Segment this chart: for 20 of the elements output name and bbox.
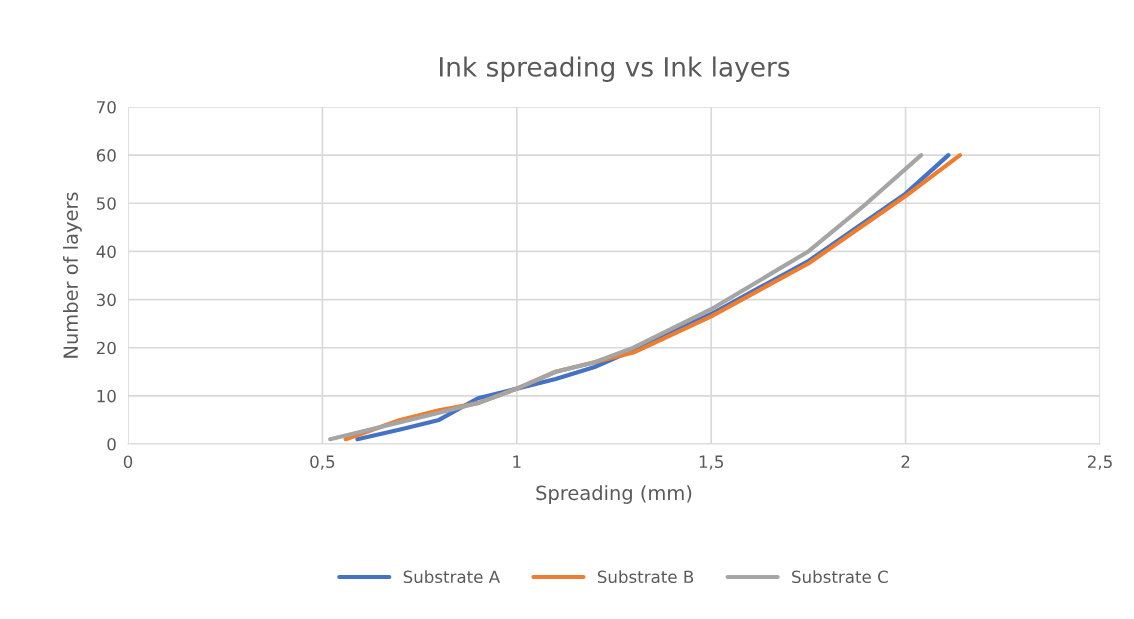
y-tick-label: 40	[96, 245, 116, 258]
y-tick-label: 70	[97, 100, 116, 114]
y-tick-label: 10	[97, 389, 116, 403]
y-tick-label: 60	[96, 149, 116, 162]
legend-label: Substrate B	[597, 570, 694, 584]
x-tick-label: 2,5	[1087, 455, 1112, 470]
x-tick-label: 0,5	[310, 455, 335, 470]
y-tick-label: 50	[96, 197, 116, 210]
y-tick-label: 20	[96, 341, 116, 355]
legend-label: Substrate A	[403, 570, 500, 584]
x-tick-label: 2	[901, 455, 910, 468]
y-tick-label: 0	[107, 437, 116, 451]
y-axis-title: Number of layers	[62, 192, 82, 358]
x-axis-title: Spreading (mm)	[536, 485, 692, 504]
x-tick-label: 0	[123, 455, 133, 469]
x-tick-label: 1	[513, 455, 521, 468]
y-tick-label: 30	[96, 293, 116, 307]
chart-title: Ink spreading vs Ink layers	[440, 56, 790, 82]
x-tick-label: 1,5	[699, 455, 723, 470]
legend-label: Substrate C	[792, 570, 888, 584]
